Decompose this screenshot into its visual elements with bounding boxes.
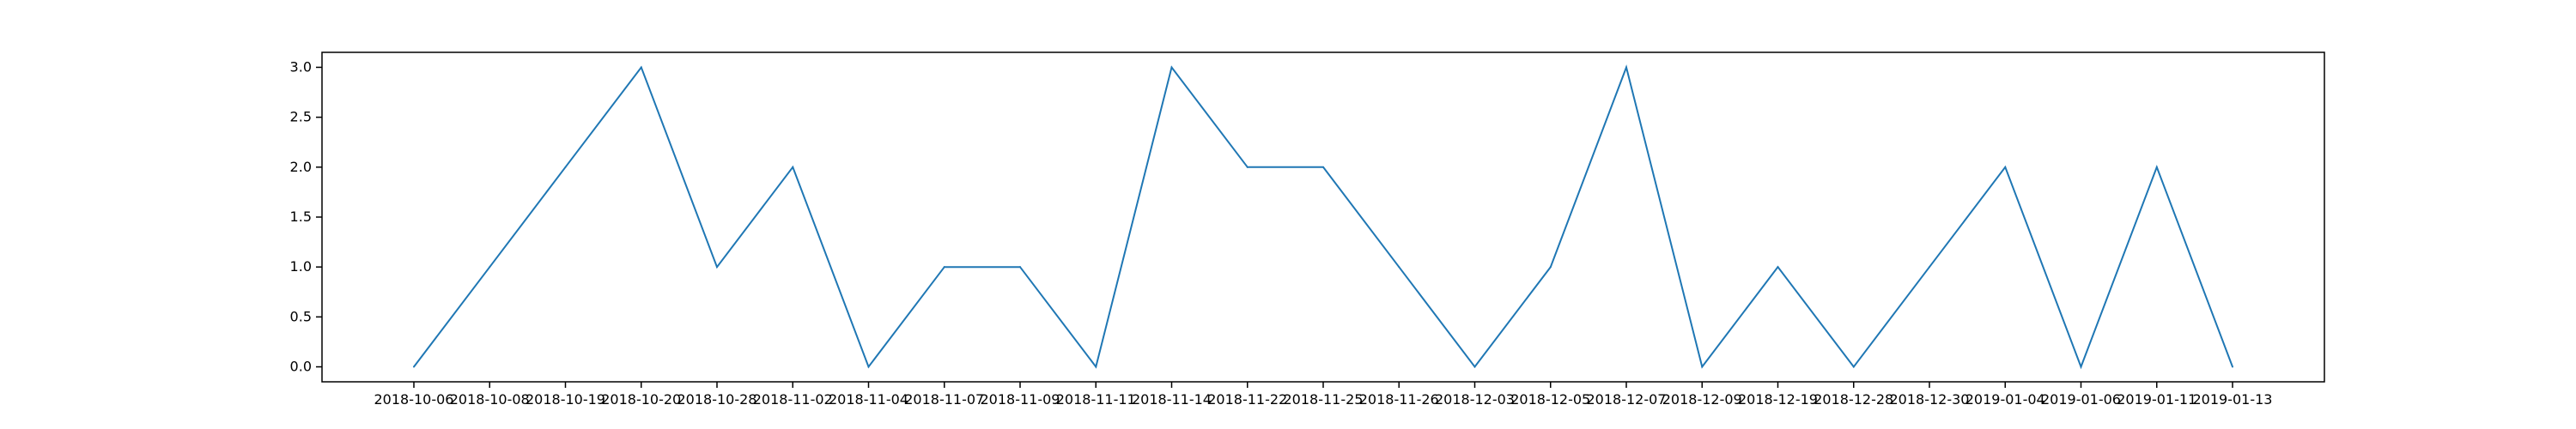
- data-point: [2232, 366, 2233, 368]
- x-tick-label: 2018-12-28: [1814, 391, 1893, 408]
- x-tick-label: 2018-11-22: [1207, 391, 1287, 408]
- x-tick-label: 2018-10-19: [526, 391, 605, 408]
- data-point: [564, 166, 567, 168]
- plot-area: 0.0 0.5 1.0 1.5 2.0 2.5 3.0 2018-10-062018-10-0…: [290, 51, 2325, 408]
- x-tick-label: 2018-11-11: [1056, 391, 1136, 408]
- data-point: [943, 266, 945, 269]
- x-tick-label: 2018-11-14: [1132, 391, 1212, 408]
- data-point: [1019, 266, 1021, 269]
- x-tick-label: 2018-10-20: [601, 391, 681, 408]
- data-point: [867, 366, 870, 368]
- x-tick-label: 2019-01-11: [2117, 391, 2196, 408]
- data-point: [2004, 166, 2007, 168]
- data-point: [1777, 266, 1779, 269]
- data-point: [1929, 266, 1930, 269]
- data-point: [2155, 166, 2158, 168]
- x-tick-label: 2018-12-09: [1662, 391, 1742, 408]
- x-tick-label: 2019-01-04: [1965, 391, 2045, 408]
- y-axis: 0.0 0.5 1.0 1.5 2.0 2.5 3.0: [290, 58, 322, 375]
- data-point: [2080, 366, 2082, 368]
- y-tick-label: 1.0: [290, 258, 312, 275]
- x-tick-label: 2018-11-02: [753, 391, 833, 408]
- data-point: [1170, 66, 1173, 69]
- data-point: [1625, 66, 1627, 69]
- x-tick-label: 2018-12-19: [1738, 391, 1818, 408]
- x-tick-label: 2018-11-07: [904, 391, 984, 408]
- y-tick-label: 2.0: [290, 159, 312, 175]
- data-point: [640, 66, 642, 69]
- data-point: [1322, 166, 1324, 168]
- x-tick-label: 2018-11-25: [1284, 391, 1364, 408]
- y-tick-label: 3.0: [290, 58, 312, 75]
- x-tick-label: 2018-12-30: [1890, 391, 1970, 408]
- series-points: [413, 66, 2233, 368]
- data-point: [1246, 166, 1249, 168]
- y-tick-label: 0.0: [290, 359, 312, 375]
- x-tick-label: 2018-10-06: [374, 391, 454, 408]
- y-tick-label: 2.5: [290, 109, 312, 125]
- data-point: [1852, 366, 1855, 368]
- data-point: [1701, 366, 1704, 368]
- data-point: [716, 266, 718, 269]
- x-tick-label: 2018-11-09: [981, 391, 1060, 408]
- x-tick-label: 2018-12-07: [1587, 391, 1667, 408]
- x-axis: 2018-10-062018-10-082018-10-192018-10-20…: [374, 382, 2273, 408]
- data-point: [413, 366, 415, 368]
- y-tick-label: 0.5: [290, 308, 312, 324]
- x-tick-label: 2019-01-06: [2041, 391, 2121, 408]
- data-point: [489, 266, 491, 269]
- x-tick-label: 2018-10-28: [677, 391, 757, 408]
- x-tick-label: 2019-01-13: [2193, 391, 2273, 408]
- x-tick-label: 2018-11-04: [829, 391, 908, 408]
- x-tick-label: 2018-11-26: [1359, 391, 1439, 408]
- data-point: [792, 166, 794, 168]
- x-tick-label: 2018-12-05: [1510, 391, 1590, 408]
- data-point: [1473, 366, 1476, 368]
- y-tick-label: 1.5: [290, 208, 312, 225]
- x-tick-label: 2018-12-03: [1435, 391, 1515, 408]
- data-point: [1549, 266, 1552, 269]
- x-tick-label: 2018-10-08: [450, 391, 530, 408]
- data-point: [1095, 366, 1097, 368]
- data-point: [1398, 266, 1400, 269]
